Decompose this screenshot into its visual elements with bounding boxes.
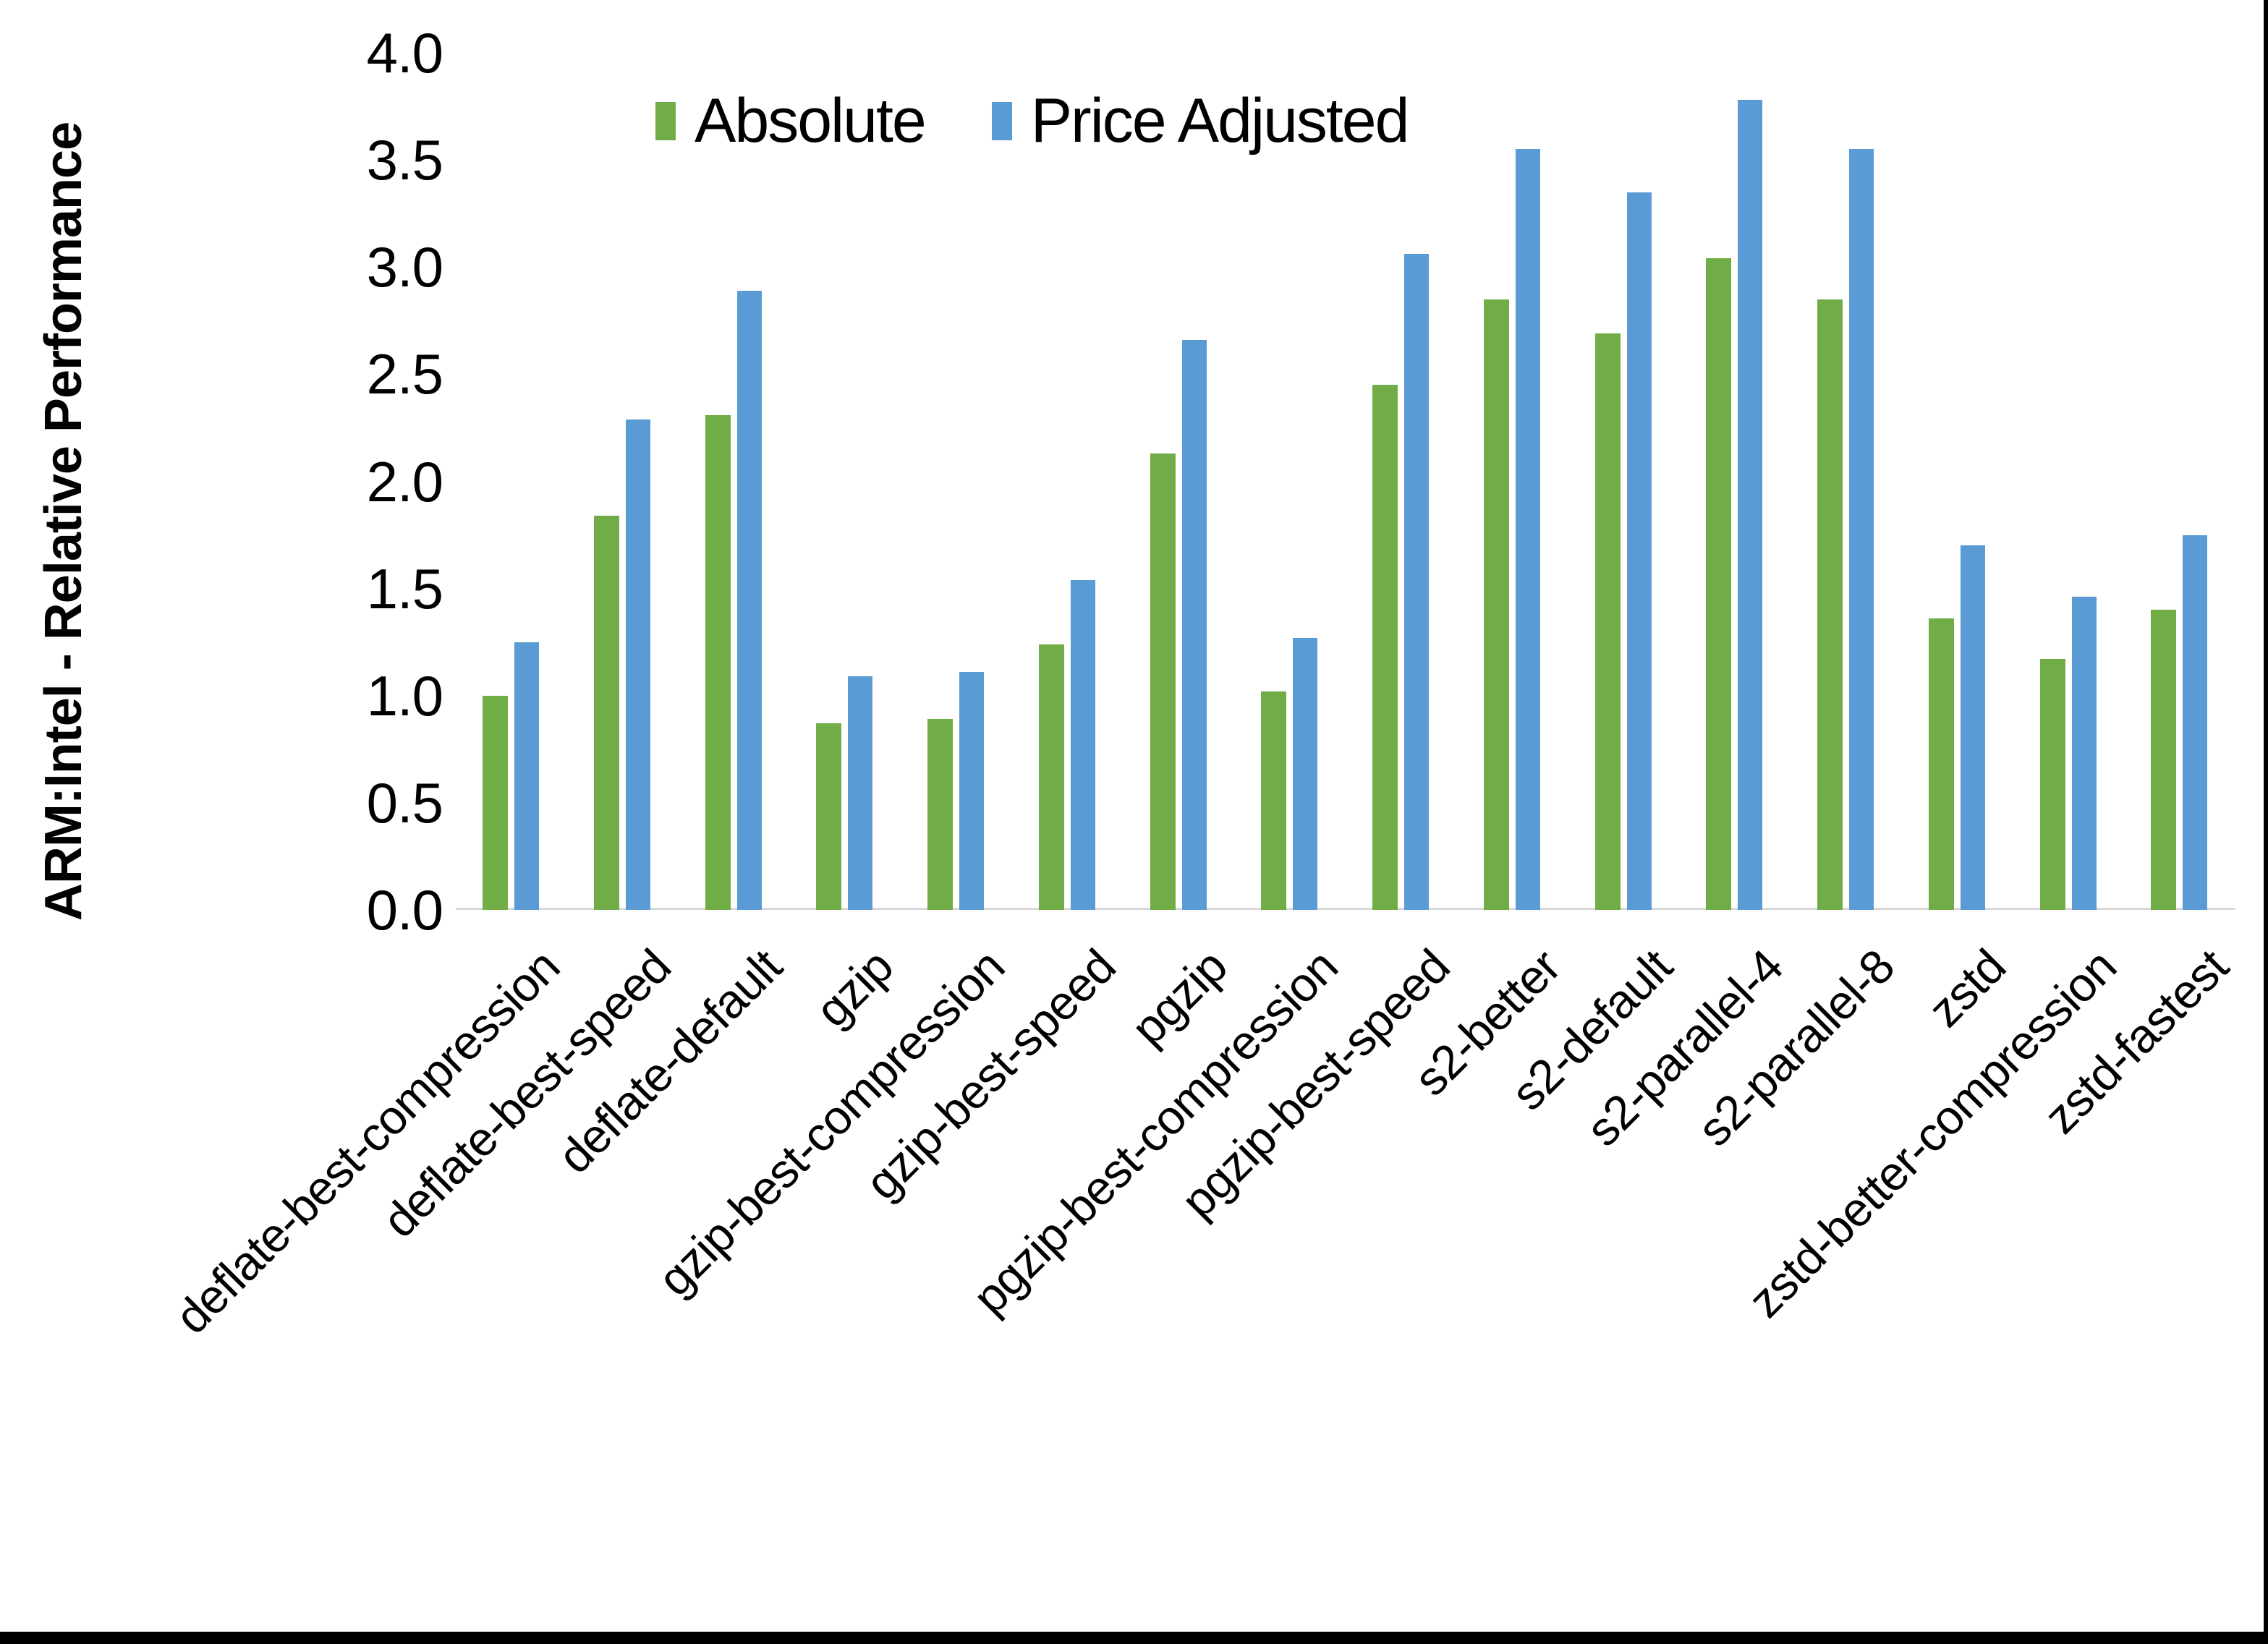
bar-price-adjusted: [1515, 149, 1540, 910]
x-category-label: zstd: [1917, 939, 2016, 1037]
bar-absolute: [1706, 258, 1732, 910]
bar-price-adjusted: [625, 419, 650, 910]
bar-price-adjusted: [2071, 597, 2097, 910]
bar-absolute: [816, 723, 842, 910]
x-axis-line: [456, 908, 2235, 910]
bar-absolute: [1928, 618, 1954, 910]
bar-price-adjusted: [1960, 545, 1985, 910]
bar-price-adjusted: [2183, 534, 2208, 910]
x-category-label: gzip: [804, 939, 904, 1037]
y-tick-label: 0.0: [366, 878, 443, 942]
bar-absolute: [1817, 299, 1843, 910]
legend-swatch-absolute-icon: [655, 102, 676, 140]
y-tick-label: 1.5: [366, 556, 443, 621]
y-tick-label: 1.0: [366, 663, 443, 728]
bar-price-adjusted: [1626, 192, 1652, 910]
bar-price-adjusted: [1738, 100, 1763, 910]
bar-absolute: [1372, 385, 1398, 910]
y-tick-label: 2.0: [366, 449, 443, 514]
bar-absolute: [483, 695, 508, 910]
legend-swatch-price-adjusted-icon: [991, 102, 1012, 140]
bar-price-adjusted: [514, 642, 539, 910]
y-tick-label: 4.0: [366, 21, 443, 85]
legend-item-price-adjusted: Price Adjusted: [991, 85, 1410, 157]
bar-price-adjusted: [1849, 149, 1874, 910]
bar-price-adjusted: [1293, 637, 1318, 910]
y-tick-label: 3.0: [366, 235, 443, 299]
bar-price-adjusted: [1070, 579, 1095, 910]
y-tick-label: 2.5: [366, 342, 443, 406]
bar-price-adjusted: [1404, 254, 1429, 910]
bar-absolute: [2151, 610, 2177, 910]
bar-absolute: [1483, 299, 1509, 910]
legend: Absolute Price Adjusted: [655, 85, 1410, 157]
y-tick-label: 0.5: [366, 770, 443, 835]
bar-absolute: [1150, 453, 1176, 910]
legend-label-price-adjusted: Price Adjusted: [1030, 86, 1410, 156]
bar-absolute: [2039, 659, 2065, 910]
bar-absolute: [1038, 644, 1064, 910]
y-tick-label: 3.5: [366, 128, 443, 192]
bar-price-adjusted: [848, 676, 873, 910]
bar-price-adjusted: [1181, 339, 1207, 910]
legend-label-absolute: Absolute: [695, 86, 927, 156]
bar-absolute: [705, 414, 731, 910]
bar-price-adjusted: [959, 672, 984, 910]
bar-absolute: [927, 719, 953, 910]
bar-absolute: [593, 515, 619, 910]
bar-absolute: [1261, 691, 1287, 910]
legend-item-absolute: Absolute: [655, 85, 927, 157]
bar-absolute: [1594, 333, 1621, 910]
bar-price-adjusted: [736, 290, 762, 910]
